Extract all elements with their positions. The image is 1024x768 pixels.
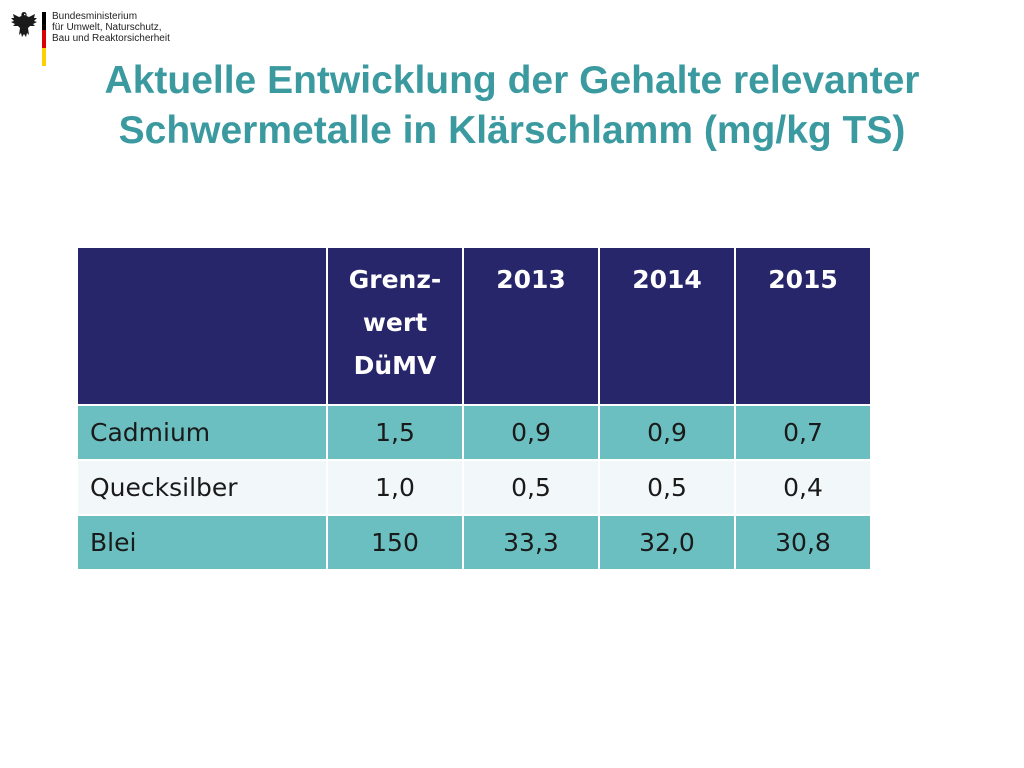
flag-red [42, 30, 46, 48]
row-label: Blei [78, 516, 326, 569]
ministry-line: für Umwelt, Naturschutz, [52, 22, 162, 33]
cell-grenzwert: 150 [328, 516, 462, 569]
ministry-name: Bundesministerium für Umwelt, Naturschut… [52, 11, 170, 44]
ministry-logo: Bundesministerium für Umwelt, Naturschut… [10, 8, 170, 66]
ministry-line: Bundesministerium [52, 11, 138, 22]
heavy-metals-table: Grenz- wert DüMV 2013 2014 2015 Cadmium … [76, 246, 872, 571]
cell-2015: 0,7 [736, 406, 870, 459]
ministry-line: Bau und Reaktorsicherheit [52, 33, 170, 44]
header-2013: 2013 [464, 248, 598, 404]
cell-2013: 33,3 [464, 516, 598, 569]
cell-grenzwert: 1,0 [328, 461, 462, 514]
flag-black [42, 12, 46, 30]
eagle-icon [11, 12, 37, 37]
table-header-row: Grenz- wert DüMV 2013 2014 2015 [78, 248, 870, 404]
header-2015: 2015 [736, 248, 870, 404]
cell-grenzwert: 1,5 [328, 406, 462, 459]
table-row: Cadmium 1,5 0,9 0,9 0,7 [78, 406, 870, 459]
row-label: Quecksilber [78, 461, 326, 514]
header-2014: 2014 [600, 248, 734, 404]
header-grenzwert-line: Grenz- [348, 265, 442, 294]
title-line-2: Schwermetalle in Klärschlamm (mg/kg TS) [118, 109, 906, 152]
cell-2014: 0,5 [600, 461, 734, 514]
cell-2013: 0,5 [464, 461, 598, 514]
flag-gold [42, 48, 46, 66]
slide-title: Aktuelle Entwicklung der Gehalte relevan… [0, 56, 1024, 156]
header-grenzwert: Grenz- wert DüMV [328, 248, 462, 404]
cell-2015: 0,4 [736, 461, 870, 514]
cell-2014: 0,9 [600, 406, 734, 459]
german-flag-stripe [42, 12, 46, 66]
header-empty-cell [78, 248, 326, 404]
table-row: Quecksilber 1,0 0,5 0,5 0,4 [78, 461, 870, 514]
cell-2013: 0,9 [464, 406, 598, 459]
cell-2015: 30,8 [736, 516, 870, 569]
cell-2014: 32,0 [600, 516, 734, 569]
header-grenzwert-line: wert [362, 308, 428, 337]
table-row: Blei 150 33,3 32,0 30,8 [78, 516, 870, 569]
title-line-1: Aktuelle Entwicklung der Gehalte relevan… [104, 59, 920, 102]
header-grenzwert-line: DüMV [353, 351, 437, 380]
row-label: Cadmium [78, 406, 326, 459]
